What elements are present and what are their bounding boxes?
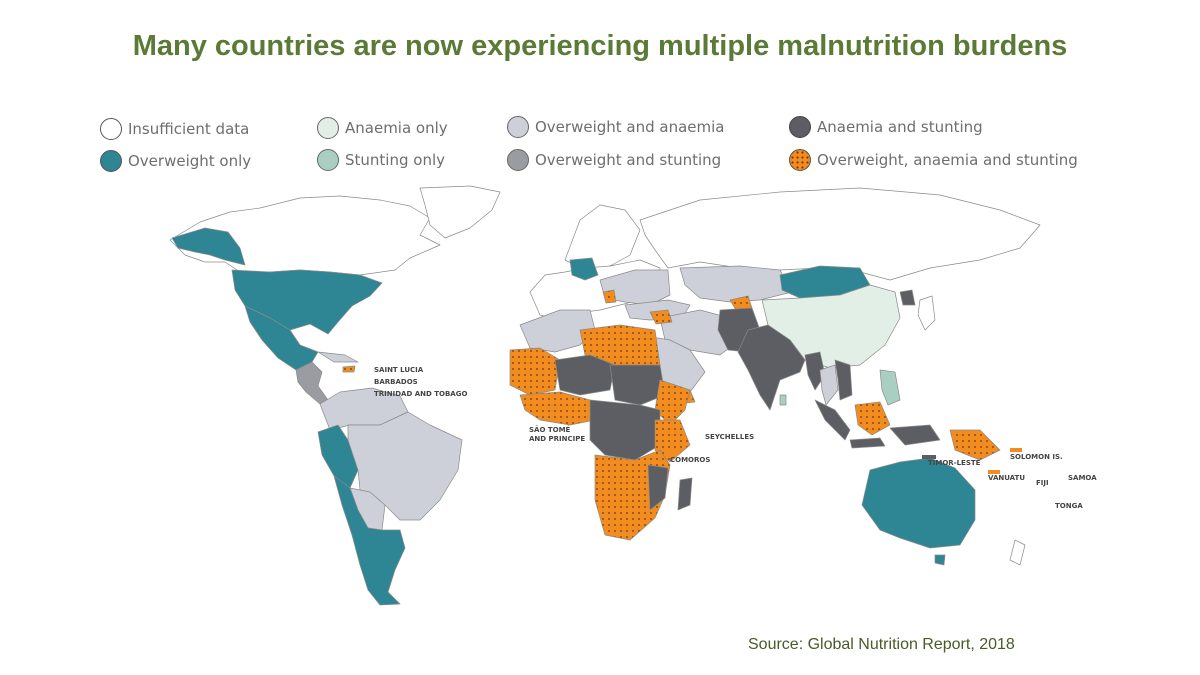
region-west-sahel [509, 347, 561, 396]
legend-label: Anaemia only [345, 119, 448, 137]
legend-label: Insufficient data [128, 120, 250, 138]
region-haiti [342, 365, 356, 373]
region-madagascar [677, 477, 693, 511]
label-sao-tome-2: AND PRINCIPE [529, 435, 585, 443]
region-myanmar [804, 351, 826, 391]
legend-swatch [317, 149, 339, 171]
region-new-zealand [1009, 539, 1026, 566]
marker-timor [922, 455, 936, 459]
legend-item-anaemia-only: Anaemia only [317, 116, 448, 140]
region-russia [639, 187, 1041, 281]
region-malaysia-borneo [854, 401, 891, 436]
region-alaska [171, 227, 246, 266]
legend-swatch [789, 149, 811, 171]
marker-comoros [668, 452, 678, 456]
legend-swatch [789, 116, 811, 138]
region-indonesia-east [889, 424, 941, 446]
page-title: Many countries are now experiencing mult… [132, 30, 1068, 62]
region-png [949, 429, 1001, 461]
legend-swatch [317, 117, 339, 139]
label-saint-lucia: SAINT LUCIA [374, 366, 424, 374]
legend-swatch [100, 118, 122, 140]
marker-vanuatu [988, 470, 1000, 474]
legend-item-anaemia-and-stunting: Anaemia and stunting [789, 115, 983, 139]
region-chile-argentina [333, 475, 406, 606]
label-trinidad: TRINIDAD AND TOBAGO [374, 390, 467, 398]
label-solomon: SOLOMON IS. [1010, 453, 1063, 461]
region-vietnam-laos [834, 359, 853, 401]
legend-swatch [507, 116, 529, 138]
region-mali-niger [554, 354, 616, 396]
legend-item-overweight-only: Overweight only [100, 149, 251, 173]
marker-solomon [1010, 448, 1022, 452]
legend-label: Anaemia and stunting [817, 118, 983, 136]
region-thailand [819, 364, 839, 406]
region-korea [899, 289, 916, 306]
label-timor-leste: TIMOR-LESTE [928, 459, 981, 467]
region-brazil [347, 411, 463, 521]
label-tonga: TONGA [1055, 502, 1083, 510]
legend-item-overweight-and-stunting: Overweight and stunting [507, 148, 721, 172]
region-greenland [419, 185, 501, 239]
region-sumatra [814, 399, 851, 441]
world-map: SAINT LUCIA BARBADOS TRINIDAD AND TOBAGO… [169, 185, 1097, 606]
region-central-america [295, 361, 329, 405]
region-central-africa [589, 399, 661, 461]
region-cuba [317, 351, 359, 363]
region-japan [917, 295, 936, 331]
legend-swatch [507, 149, 529, 171]
region-java [849, 437, 886, 449]
region-india [737, 324, 806, 411]
region-west-coast [519, 391, 596, 426]
region-sri-lanka [779, 394, 787, 406]
region-chad-sudan [609, 364, 666, 406]
region-kazakhstan [679, 265, 793, 303]
legend-item-stunting-only: Stunting only [317, 148, 445, 172]
source-note: Source: Global Nutrition Report, 2018 [748, 636, 1015, 653]
legend-item-overweight-anaemia-and-stunting: Overweight, anaemia and stunting [789, 148, 1078, 172]
label-sao-tome: SÃO TOMÉ [529, 425, 571, 434]
label-samoa: SAMOA [1068, 474, 1097, 482]
legend-label: Overweight and stunting [535, 151, 722, 169]
region-germany [569, 257, 599, 281]
legend-label: Overweight only [128, 152, 252, 170]
legend-swatch [100, 150, 122, 172]
legend-label: Stunting only [345, 151, 445, 169]
region-mozambique [647, 464, 669, 511]
label-seychelles: SEYCHELLES [705, 433, 754, 441]
region-east-africa [654, 419, 691, 463]
legend-item-overweight-and-anaemia: Overweight and anaemia [507, 115, 725, 139]
region-australia [861, 457, 976, 549]
legend-label: Overweight, anaemia and stunting [817, 151, 1078, 169]
region-horn [654, 379, 691, 426]
region-balkans [602, 289, 617, 304]
label-comoros: COMOROS [670, 456, 710, 464]
label-vanuatu: VANUATU [988, 474, 1025, 482]
legend-label: Overweight and anaemia [535, 118, 725, 136]
region-syria [649, 309, 673, 325]
region-philippines [879, 369, 901, 406]
region-tasmania [934, 554, 946, 566]
label-barbados: BARBADOS [374, 378, 418, 386]
legend-item-insufficient-data: Insufficient data [100, 117, 249, 141]
label-fiji: FIJI [1036, 479, 1049, 487]
